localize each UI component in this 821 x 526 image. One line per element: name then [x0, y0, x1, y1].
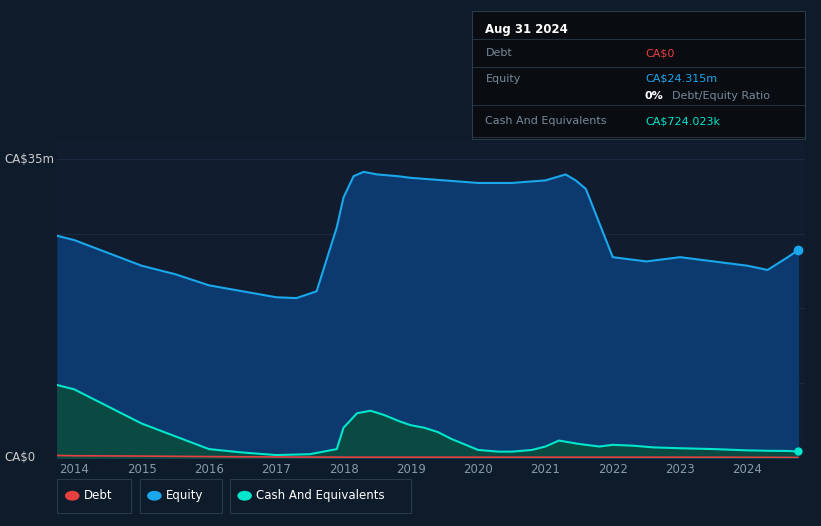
Text: CA$0: CA$0 [645, 48, 674, 58]
Text: Debt: Debt [84, 489, 112, 502]
Text: Cash And Equivalents: Cash And Equivalents [256, 489, 385, 502]
Text: CA$24.315m: CA$24.315m [645, 74, 717, 84]
Text: Debt/Equity Ratio: Debt/Equity Ratio [672, 90, 769, 100]
Text: Equity: Equity [485, 74, 521, 84]
Text: CA$35m: CA$35m [4, 153, 54, 166]
Text: Equity: Equity [166, 489, 204, 502]
Text: Debt: Debt [485, 48, 512, 58]
Text: Cash And Equivalents: Cash And Equivalents [485, 116, 607, 126]
Text: Aug 31 2024: Aug 31 2024 [485, 23, 568, 36]
Text: 0%: 0% [645, 90, 663, 100]
Text: CA$724.023k: CA$724.023k [645, 116, 720, 126]
Text: CA$0: CA$0 [4, 451, 35, 464]
